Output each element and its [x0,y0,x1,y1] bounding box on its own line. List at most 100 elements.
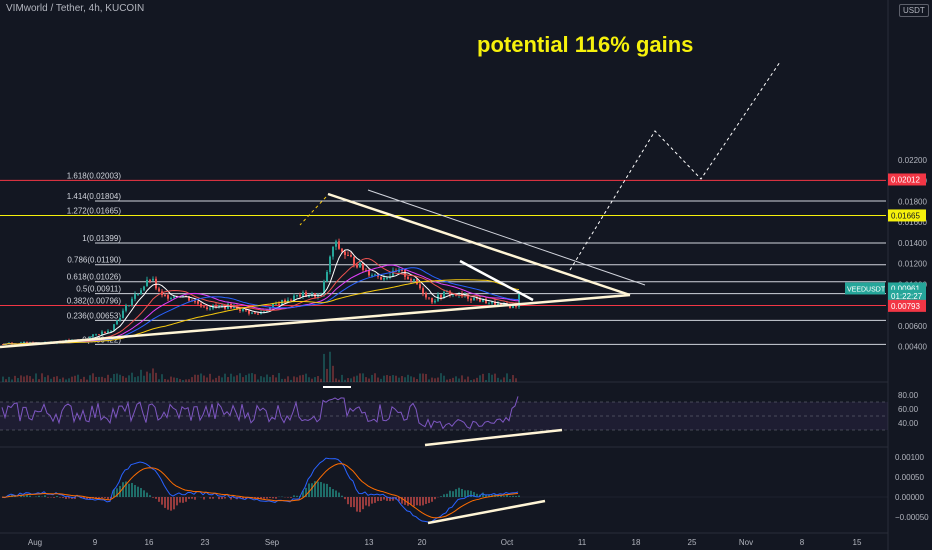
volume-bar [92,373,94,382]
macd-histogram-bar [419,497,421,506]
candle [347,255,349,257]
descending-trendline [459,259,534,302]
volume-bar [374,373,376,382]
resistance-line [367,189,646,286]
candle [125,305,127,311]
macd-histogram-bar [446,493,448,497]
macd-histogram-bar [116,488,118,497]
candle [146,279,148,287]
volume-bar [218,375,220,382]
volume-bar [20,375,22,382]
volume-bar [446,379,448,382]
macd-histogram-bar [194,497,196,500]
candle [449,291,451,296]
volume-bar [95,376,97,382]
candle [272,303,274,308]
macd-histogram-bar [362,497,364,510]
macd-histogram-bar [164,497,166,508]
volume-bar [149,373,151,382]
candle [14,343,16,345]
candle [137,293,139,295]
macd-histogram-bar [221,497,223,500]
price-label: 01:22:27 [891,292,923,301]
volume-bar [347,378,349,382]
volume-bar [479,375,481,382]
candle [257,313,259,315]
macd-histogram-bar [293,495,295,497]
volume-bar [344,379,346,382]
macd-histogram-bar [44,495,46,497]
volume-bar [209,373,211,382]
volume-bar [227,377,229,382]
volume-bar [377,377,379,382]
candle [119,317,121,321]
candle [98,334,100,336]
candle [401,269,403,271]
volume-bar [146,371,148,382]
macd-histogram-bar [434,497,436,500]
time-tick-label: Sep [265,538,280,547]
volume-bar [74,375,76,382]
projection-path [299,196,327,226]
macd-histogram-bar [272,497,274,499]
macd-histogram-bar [509,496,511,497]
macd-histogram-bar [86,497,88,500]
currency-badge[interactable]: USDT [899,4,929,17]
macd-histogram-bar [485,494,487,497]
volume-bar [308,377,310,382]
time-tick-label: 8 [800,538,805,547]
macd-histogram-bar [65,497,67,499]
rsi-line [1,396,519,430]
candle [332,246,334,257]
volume-bar [71,376,73,382]
candle [149,279,151,281]
price-label: 0.00961 [891,284,920,293]
macd-histogram-bar [332,489,334,497]
candle [368,270,370,276]
volume-bar [407,374,409,382]
macd-histogram-bar [440,496,442,497]
macd-histogram-bar [230,497,232,500]
descending-trendline [327,192,631,297]
volume-bar [380,378,382,382]
candle [299,295,301,297]
volume-bar [332,365,334,382]
candle [317,294,319,298]
volume-bar [77,374,79,382]
volume-bar [317,376,319,382]
candle [206,307,208,309]
macd-histogram-bar [167,497,169,510]
macd-histogram-bar [203,497,205,500]
volume-bar [503,377,505,382]
time-tick-label: 11 [578,538,587,547]
candle [236,306,238,310]
volume-bar [38,379,40,382]
volume-bar [113,373,115,382]
macd-histogram-bar [488,494,490,497]
volume-bar [443,375,445,382]
volume-bar [287,376,289,382]
macd-histogram-bar [338,492,340,497]
candle [128,305,130,307]
volume-bar [35,373,37,382]
macd-histogram-bar [212,497,214,499]
macd-histogram-bar [38,495,40,497]
volume-bar [314,377,316,382]
volume-bar [422,373,424,382]
macd-histogram-bar [425,497,427,504]
time-tick-label: 25 [688,538,697,547]
candle [497,303,499,306]
candle [410,279,412,281]
macd-histogram-bar [467,490,469,497]
candle [392,270,394,277]
candle [335,241,337,247]
macd-histogram-bar [257,497,259,498]
macd-histogram-bar [308,483,310,497]
candle [194,301,196,303]
macd-histogram-bar [47,497,49,498]
macd-histogram-bar [392,497,394,501]
macd-histogram-bar [317,481,319,497]
macd-histogram-bar [320,482,322,497]
macd-histogram-bar [341,495,343,497]
